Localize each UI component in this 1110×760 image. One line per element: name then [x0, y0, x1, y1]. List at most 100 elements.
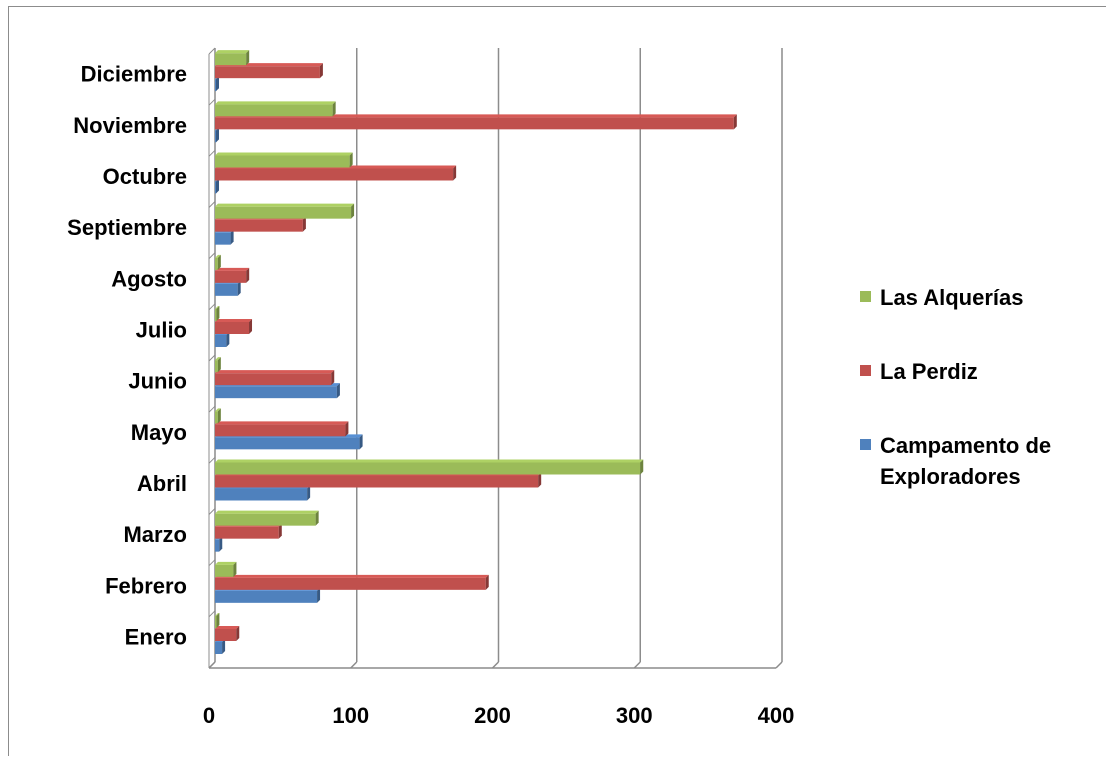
bar-front — [215, 66, 320, 79]
bar-end — [331, 370, 335, 386]
category-label: Marzo — [123, 522, 187, 547]
bar — [215, 459, 644, 475]
category-tick — [208, 456, 216, 464]
bar-top — [215, 101, 336, 105]
bar-top — [215, 319, 253, 322]
bar-end — [236, 626, 240, 641]
bar-end — [302, 216, 306, 232]
bar-end — [233, 561, 237, 577]
category-tick — [208, 252, 216, 260]
bar-top — [215, 510, 319, 514]
bar — [215, 152, 353, 168]
bar-front — [215, 526, 279, 539]
x-tick-label: 200 — [474, 703, 511, 728]
bar-front — [215, 309, 217, 321]
bar-front — [215, 232, 231, 245]
bar-front — [215, 219, 303, 232]
bar-end — [226, 332, 230, 347]
bar-end — [307, 485, 311, 501]
bar — [215, 639, 226, 654]
bar — [215, 267, 250, 283]
bar-front — [215, 104, 333, 117]
bar-front — [215, 181, 216, 194]
x-tick-label: 100 — [332, 703, 369, 728]
bar-front — [215, 411, 218, 424]
category-label: Febrero — [105, 573, 187, 598]
bar-top — [215, 408, 221, 412]
bar — [215, 101, 336, 117]
bar-end — [359, 434, 363, 450]
gridline-floor — [633, 661, 641, 669]
bar-end — [349, 152, 353, 168]
bar-front — [215, 130, 216, 143]
bar-end — [249, 319, 253, 334]
bar-front — [215, 642, 223, 654]
category-label: Abril — [137, 471, 187, 496]
bar-end — [733, 114, 737, 130]
category-tick — [208, 559, 216, 567]
legend-label: Campamento de Exploradores — [880, 433, 1051, 489]
bar-end — [216, 306, 220, 321]
bar-top — [215, 306, 220, 309]
bar-end — [538, 472, 542, 488]
bar-top — [215, 152, 353, 156]
bar-end — [278, 523, 282, 539]
bar-top — [215, 203, 355, 207]
bar — [215, 434, 363, 450]
category-label: Agosto — [111, 266, 187, 291]
bar-top — [215, 561, 237, 565]
bar-end — [336, 383, 340, 399]
category-tick — [208, 405, 216, 413]
gridline-floor — [775, 661, 783, 669]
bar-front — [215, 117, 734, 130]
bar-end — [485, 574, 489, 590]
bar-end — [217, 357, 221, 373]
bar — [215, 510, 319, 526]
bar-top — [215, 421, 349, 425]
bar-front — [215, 475, 539, 488]
category-tick — [208, 610, 216, 618]
bar-end — [216, 76, 219, 92]
gridline-floor — [350, 661, 358, 669]
bar-front — [215, 168, 454, 181]
category-label: Julio — [136, 317, 187, 342]
x-tick-label: 0 — [203, 703, 215, 728]
category-tick — [208, 354, 216, 362]
bar — [215, 114, 737, 130]
legend-swatch — [860, 291, 871, 302]
category-tick — [208, 303, 216, 311]
bar-front — [215, 513, 316, 526]
x-tick-label: 400 — [758, 703, 795, 728]
bar-end — [640, 459, 644, 475]
bar — [215, 408, 221, 424]
bar-front — [215, 577, 486, 590]
category-tick — [208, 47, 216, 55]
bar-top — [215, 370, 335, 374]
bar-top — [215, 357, 221, 361]
bar-front — [215, 386, 337, 399]
bar — [215, 370, 335, 386]
bar — [215, 574, 489, 590]
bar — [215, 613, 220, 628]
bar-front — [215, 462, 641, 475]
bar — [215, 357, 221, 373]
category-tick — [208, 149, 216, 157]
bar-top — [215, 50, 250, 54]
category-label: Enero — [125, 624, 187, 649]
category-label: Mayo — [131, 420, 187, 445]
bar-end — [216, 127, 219, 143]
category-label: Noviembre — [73, 113, 187, 138]
gridline-floor — [491, 661, 500, 669]
bar-front — [215, 257, 218, 270]
bar-front — [215, 79, 216, 92]
bar-front — [215, 322, 250, 334]
bar-end — [315, 510, 319, 526]
category-label: Junio — [128, 369, 187, 394]
bar-end — [319, 63, 323, 79]
bar — [215, 561, 237, 577]
category-label: Diciembre — [81, 62, 187, 87]
bar — [215, 472, 542, 488]
bar-top — [215, 574, 489, 578]
category-tick — [208, 201, 216, 208]
legend-swatch — [860, 439, 871, 450]
